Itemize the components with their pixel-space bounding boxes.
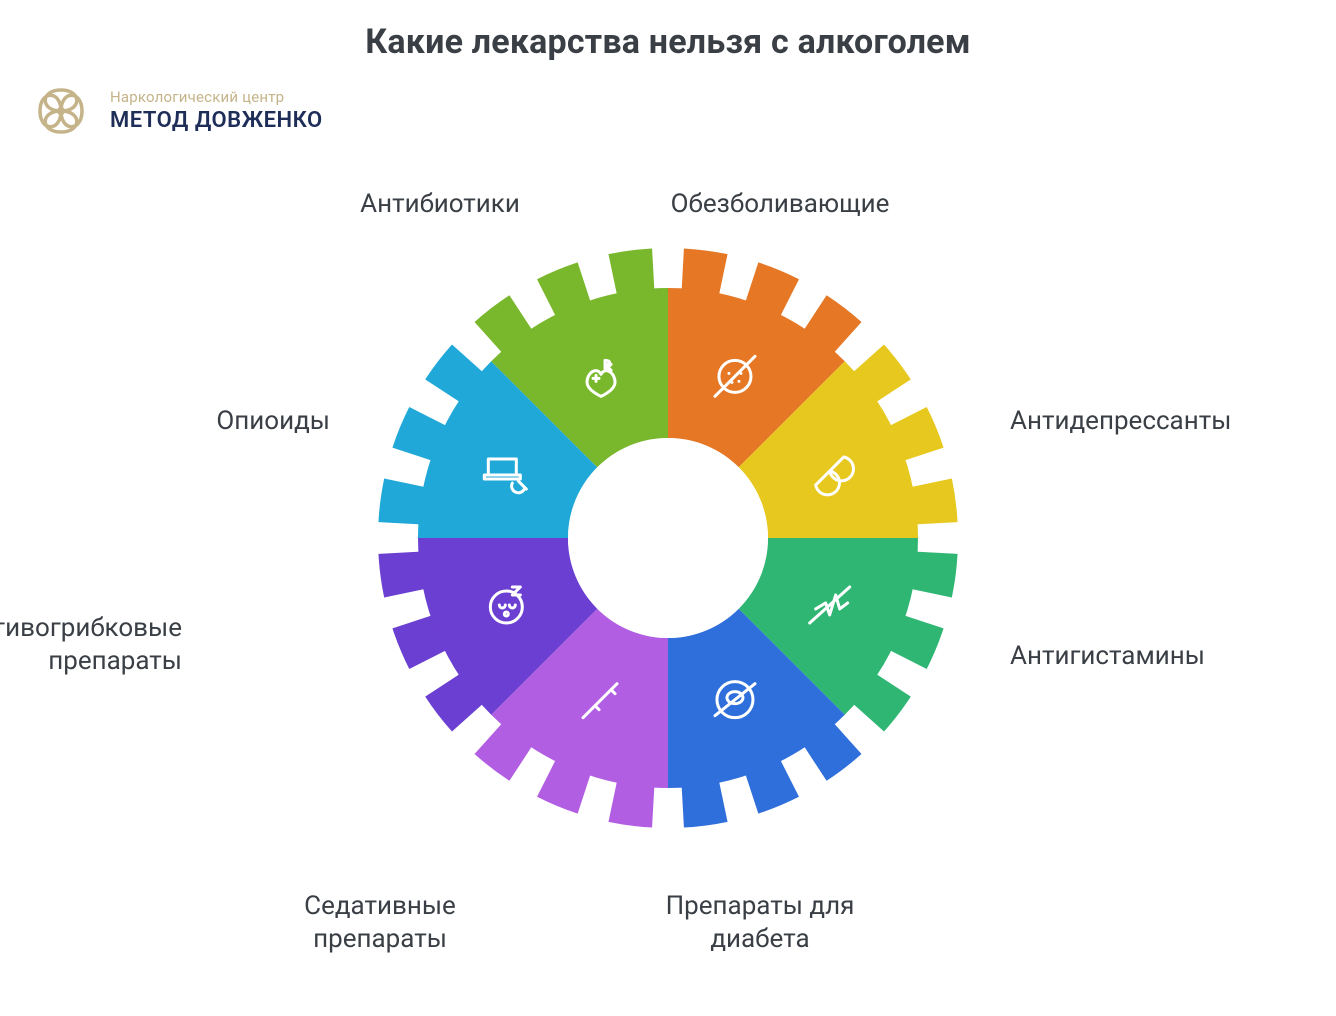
logo-main: МЕТОД ДОВЖЕНКО xyxy=(110,107,323,135)
gear-tooth xyxy=(608,248,654,295)
segment-label-antifungal: Противогрибковыепрепараты xyxy=(0,612,182,677)
gear-tooth xyxy=(378,478,425,524)
wheel-diagram xyxy=(358,228,978,848)
gear-tooth xyxy=(378,552,425,598)
logo: Наркологический центр МЕТОД ДОВЖЕНКО xyxy=(26,76,323,146)
gear-tooth xyxy=(911,552,958,598)
segment-label-painkillers: Обезболивающие xyxy=(630,188,930,221)
segment-label-antibiotics: Антибиотики xyxy=(290,188,590,221)
logo-subtitle: Наркологический центр xyxy=(110,88,323,107)
gear-tooth xyxy=(682,781,728,828)
wheel-center xyxy=(568,438,768,638)
page-title: Какие лекарства нельзя с алкоголем xyxy=(0,22,1336,62)
logo-text: Наркологический центр МЕТОД ДОВЖЕНКО xyxy=(110,88,323,134)
logo-icon xyxy=(26,76,96,146)
segment-label-antidepressants: Антидепрессанты xyxy=(1010,405,1231,438)
gear-tooth xyxy=(911,478,958,524)
segment-label-sedatives: Седативныепрепараты xyxy=(230,890,530,955)
gear-tooth xyxy=(682,248,728,295)
segment-label-opioids: Опиоиды xyxy=(50,405,330,438)
segment-label-antihistamines: Антигистамины xyxy=(1010,640,1205,673)
gear-tooth xyxy=(608,781,654,828)
segment-label-diabetes: Препараты длядиабета xyxy=(610,890,910,955)
